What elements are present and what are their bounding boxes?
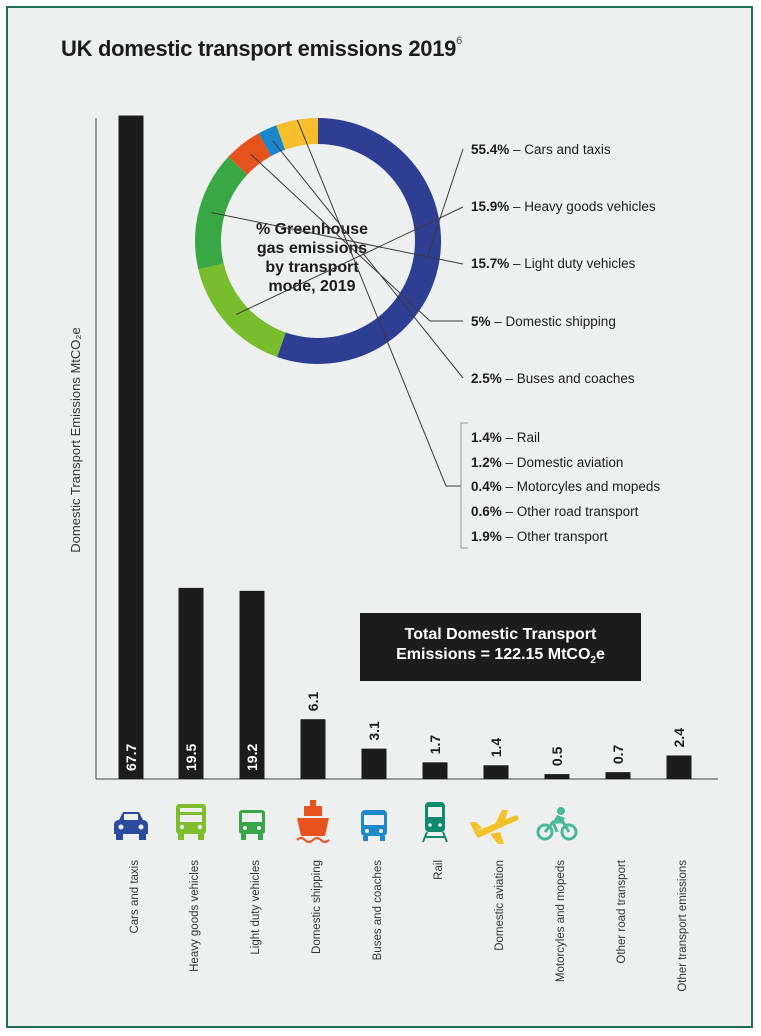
donut-slice-10 <box>303 118 318 145</box>
value-label-4: 6.1 <box>305 692 321 712</box>
y-axis-label: Domestic Transport Emissions MtCO₂e <box>68 327 83 552</box>
car-icon <box>114 812 148 840</box>
motorcycle-icon <box>536 807 578 841</box>
category-label-9: Other road transport <box>616 859 628 963</box>
category-label-7: Domestic aviation <box>494 860 506 951</box>
bar-8 <box>544 774 570 779</box>
title-footnote: 6 <box>456 34 462 47</box>
donut-center-line-2: gas emissions <box>257 240 367 257</box>
truck-icon <box>176 804 206 840</box>
value-label-5: 3.1 <box>366 721 382 741</box>
category-label-6: Rail <box>433 860 445 880</box>
value-label-7: 1.4 <box>488 738 504 758</box>
value-label-9: 0.7 <box>610 744 626 764</box>
train-icon <box>422 802 448 843</box>
value-label-6: 1.7 <box>427 735 443 755</box>
donut-slice-3 <box>195 156 248 270</box>
donut-label-6: 1.4% – Rail <box>471 430 540 445</box>
value-label-10: 2.4 <box>671 728 687 748</box>
plane-icon <box>470 810 519 844</box>
title-text: UK domestic transport emissions 2019 <box>61 36 457 61</box>
bar-3 <box>239 590 265 779</box>
bar-6 <box>422 762 448 779</box>
donut-label-9: 0.6% – Other road transport <box>471 504 639 519</box>
donut-slice-6 <box>276 122 294 150</box>
donut-label-3: 15.7% – Light duty vehicles <box>471 256 636 271</box>
total-line-1: Total Domestic Transport <box>404 626 597 643</box>
value-label-1: 67.7 <box>123 744 139 771</box>
category-label-8: Motorcyles and mopeds <box>555 860 567 982</box>
leader-line-3 <box>211 212 464 265</box>
group-bracket <box>460 422 468 549</box>
leader-line-group <box>296 119 461 487</box>
donut-center-line-1: % Greenhouse <box>256 221 368 238</box>
leader-line-4 <box>250 153 463 322</box>
leader-line-2 <box>235 206 464 315</box>
ship-icon <box>296 800 330 843</box>
donut-label-8: 0.4% – Motorcyles and mopeds <box>471 479 660 494</box>
bar-10 <box>666 755 692 779</box>
donut-slice-1 <box>277 118 442 364</box>
leader-line-1 <box>425 148 464 260</box>
bar-1 <box>118 115 144 780</box>
category-label-1: Cars and taxis <box>129 860 141 934</box>
total-emissions-box: Total Domestic Transport Emissions = 122… <box>360 613 641 681</box>
bar-7 <box>483 765 509 779</box>
bar-2 <box>178 587 204 779</box>
donut-slice-2 <box>198 263 286 357</box>
chart-title: UK domestic transport emissions 20196 <box>61 34 462 62</box>
total-line-2: Emissions = 122.15 MtCO2e <box>396 646 605 667</box>
donut-label-4: 5% – Domestic shipping <box>471 314 616 329</box>
donut-label-1: 55.4% – Cars and taxis <box>471 142 611 157</box>
donut-label-5: 2.5% – Buses and coaches <box>471 371 635 386</box>
van-icon <box>239 810 265 840</box>
donut-slice-8 <box>295 119 303 146</box>
category-label-2: Heavy goods vehicles <box>189 860 201 972</box>
donut-slice-7 <box>286 120 301 148</box>
donut-label-7: 1.2% – Domestic aviation <box>471 455 623 470</box>
bar-4 <box>300 719 326 779</box>
bar-5 <box>361 748 387 779</box>
donut-center-line-4: mode, 2019 <box>268 278 355 295</box>
value-label-8: 0.5 <box>549 746 565 766</box>
bus-icon <box>361 810 387 841</box>
donut-label-2: 15.9% – Heavy goods vehicles <box>471 199 656 214</box>
category-label-10: Other transport emissions <box>677 860 689 992</box>
leader-line-5 <box>272 140 464 379</box>
category-label-3: Light duty vehicles <box>250 860 262 955</box>
donut-center-line-3: by transport <box>265 259 359 276</box>
value-label-3: 19.2 <box>244 744 260 771</box>
donut-label-10: 1.9% – Other transport <box>471 529 608 544</box>
donut-slice-4 <box>228 133 272 175</box>
category-label-5: Buses and coaches <box>372 860 384 961</box>
bar-9 <box>605 772 631 779</box>
value-label-2: 19.5 <box>183 744 199 771</box>
category-label-4: Domestic shipping <box>311 860 323 954</box>
